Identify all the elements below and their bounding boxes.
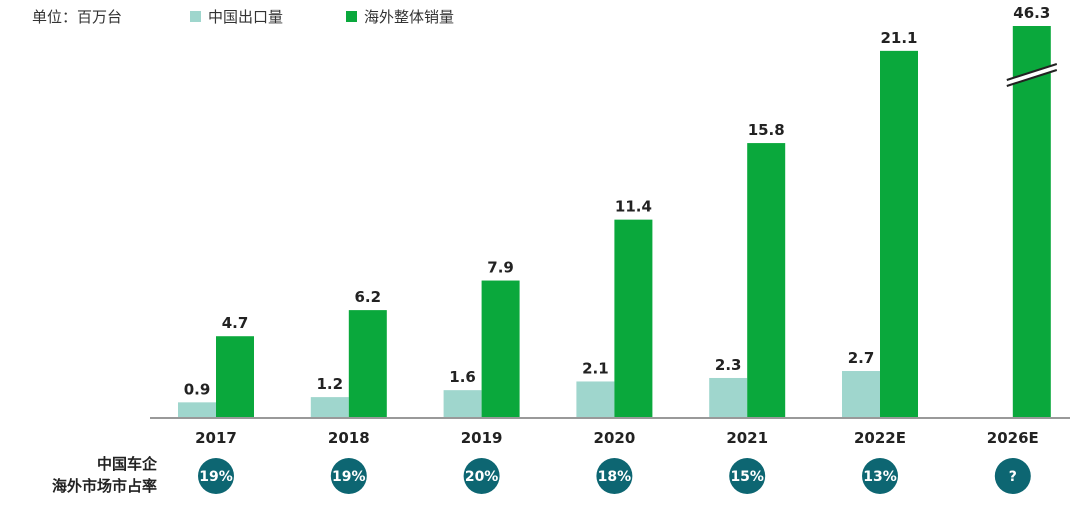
x-tick-2017: 2017 [195, 429, 237, 447]
legend-label-export: 中国出口量 [208, 8, 283, 26]
value-label-overseas-2021: 15.8 [748, 121, 785, 139]
axis-break-line-bottom [1006, 69, 1058, 87]
bar-export-2017 [178, 402, 216, 418]
share-badges: 19% 19% 20% 18% 15% 13%? [198, 458, 1031, 494]
bar-export-2019 [443, 390, 482, 418]
value-label-overseas-2020: 11.4 [615, 198, 652, 216]
value-label-overseas-2019: 7.9 [487, 259, 514, 277]
value-label-overseas-2018: 6.2 [355, 288, 382, 306]
share-value-2018: 19% [332, 469, 366, 485]
share-value-2020: 18% [598, 469, 632, 485]
bar-overseas-2019 [481, 280, 520, 418]
bar-overseas-2021 [747, 143, 786, 418]
share-row-label-line2: 海外市场市占率 [52, 477, 157, 495]
bar-export-2021 [709, 377, 748, 418]
value-label-overseas-2026E: 46.3 [1013, 4, 1050, 22]
legend-label-overseas: 海外整体销量 [364, 8, 454, 26]
share-badge-2021 [729, 458, 766, 494]
share-value-2017: 19% [199, 469, 233, 485]
share-value-2019: 20% [465, 469, 499, 485]
bars-group [178, 26, 1058, 419]
share-badge-2019 [463, 458, 500, 494]
share-badge-2017 [198, 458, 234, 494]
share-badge-2022E [862, 458, 898, 494]
bar-overseas-2022E [880, 50, 918, 419]
x-tick-labels: 2017 2018 2019 2020 2021 2022E 2026E [195, 429, 1039, 447]
bar-overseas-2026E [1012, 26, 1051, 418]
share-badge-2018 [330, 458, 367, 494]
x-tick-2022E: 2022E [854, 429, 906, 447]
bar-export-2018 [310, 397, 349, 418]
value-label-export-2019: 1.6 [449, 368, 476, 386]
bar-overseas-2017 [216, 336, 254, 418]
share-value-2022E: 13% [863, 469, 897, 485]
value-label-export-2017: 0.9 [184, 380, 211, 398]
bar-overseas-2018 [348, 310, 387, 418]
value-label-export-2021: 2.3 [715, 356, 742, 374]
value-label-overseas-2022E: 21.1 [880, 29, 917, 47]
bar-export-2020 [576, 381, 615, 418]
x-tick-2019: 2019 [461, 429, 503, 447]
bar-export-2022E [842, 371, 880, 418]
axis-break-line-top [1006, 63, 1058, 81]
share-value-2026E: ? [1009, 469, 1017, 485]
x-tick-2018: 2018 [328, 429, 370, 447]
value-label-export-2018: 1.2 [317, 375, 344, 393]
share-badge-2026E [994, 458, 1031, 494]
value-label-export-2022E: 2.7 [848, 349, 875, 367]
bar-overseas-2020 [614, 219, 653, 418]
value-labels-group: 0.9 4.7 1.2 6.2 1.6 7.9 2.1 11.4 2.3 15.8 2.7 21.1 4… [184, 4, 1051, 398]
share-badge-2020 [596, 458, 633, 494]
value-label-overseas-2017: 4.7 [222, 314, 249, 332]
legend-swatch-overseas [346, 11, 357, 22]
x-tick-2026E: 2026E [987, 429, 1039, 447]
share-row-label-line1: 中国车企 [97, 455, 158, 473]
x-tick-2021: 2021 [726, 429, 768, 447]
axis-break-gap [1006, 64, 1057, 86]
x-tick-2020: 2020 [594, 429, 636, 447]
value-label-export-2020: 2.1 [582, 359, 609, 377]
legend-swatch-export [190, 11, 201, 22]
unit-label: 单位：百万台 [32, 8, 122, 26]
share-value-2021: 15% [730, 469, 764, 485]
